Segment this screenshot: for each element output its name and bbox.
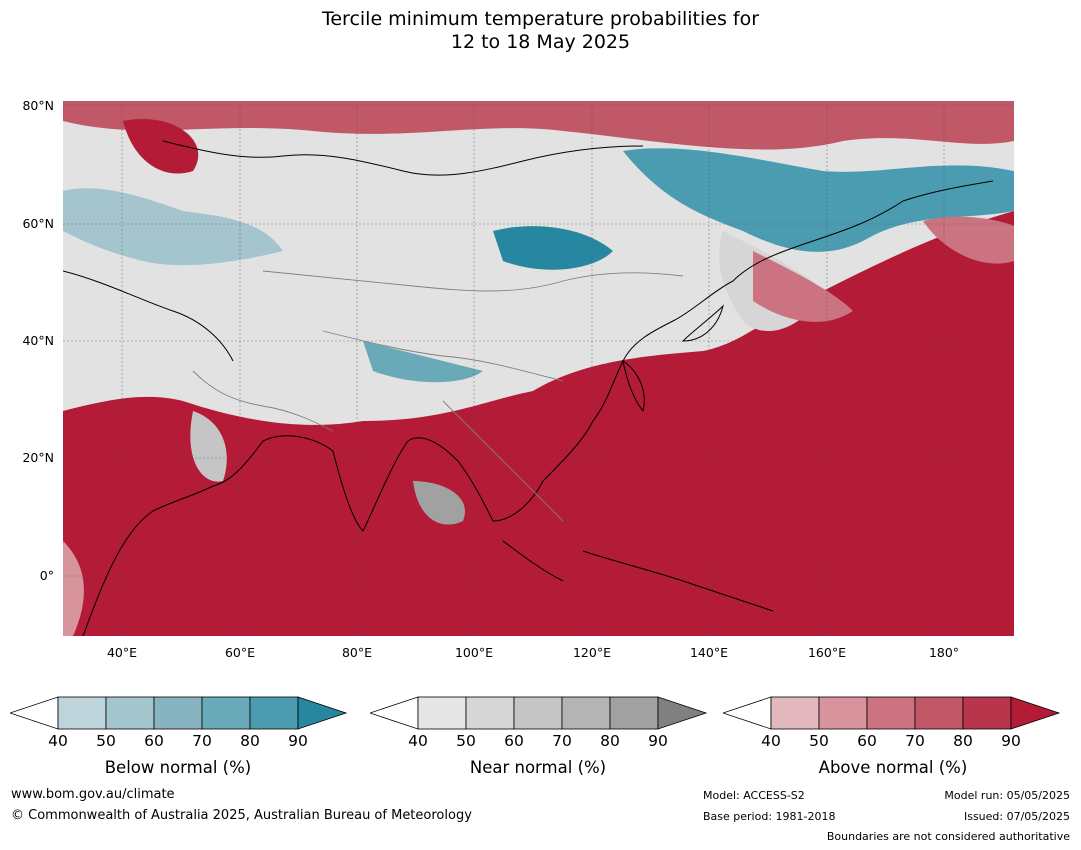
lon-label-100e: 100°E (454, 645, 493, 660)
colorbar-segment (657, 696, 708, 730)
lat-label-20n: 20°N (22, 450, 54, 465)
colorbar-near-normal: 40 50 60 70 80 90 Near normal (%) (370, 694, 710, 784)
lon-label-160e: 160°E (807, 645, 846, 660)
title-line-1: Tercile minimum temperature probabilitie… (321, 8, 760, 30)
below-normal-central (493, 226, 613, 270)
lon-label-140e: 140°E (689, 645, 728, 660)
disclaimer-text: Boundaries are not considered authoritat… (826, 830, 1070, 843)
colorbar-segment (770, 696, 820, 730)
lat-label-60n: 60°N (22, 216, 54, 231)
below-tick-60: 60 (144, 732, 164, 750)
below-normal-title: Below normal (%) (104, 758, 252, 777)
colorbar-above-normal: 40 50 60 70 80 90 Above normal (%) (723, 694, 1063, 784)
colorbar-segment (818, 696, 868, 730)
near-tick-60: 60 (504, 732, 524, 750)
bom-climate-link[interactable]: www.bom.gov.au/climate (11, 787, 175, 802)
lon-label-180: 180° (928, 645, 960, 660)
colorbar-segment (297, 696, 348, 730)
colorbar-segment (57, 696, 107, 730)
above-tick-70: 70 (905, 732, 925, 750)
above-normal-scandinavia (123, 119, 199, 174)
near-tick-50: 50 (456, 732, 476, 750)
model-run-text: Model run: 05/05/2025 (944, 789, 1070, 802)
colorbar-segment (914, 696, 964, 730)
lon-label-80e: 80°E (341, 645, 373, 660)
probability-map (63, 101, 1014, 636)
above-tick-80: 80 (953, 732, 973, 750)
below-tick-90: 90 (288, 732, 308, 750)
colorbar-above-svg (723, 696, 1061, 730)
above-tick-50: 50 (809, 732, 829, 750)
near-tick-80: 80 (600, 732, 620, 750)
colorbar-segment (513, 696, 563, 730)
near-normal-title: Near normal (%) (469, 758, 607, 777)
colorbar-segment (417, 696, 467, 730)
colorbar-segment (153, 696, 203, 730)
colorbar-segment (249, 696, 299, 730)
below-tick-40: 40 (48, 732, 68, 750)
model-text: Model: ACCESS-S2 (703, 789, 805, 802)
above-normal-africa-coast (63, 541, 84, 636)
map-svg (63, 101, 1014, 636)
near-normal-indochina (413, 481, 465, 525)
above-normal-north (63, 101, 1014, 150)
below-tick-50: 50 (96, 732, 116, 750)
below-normal-tibet (363, 341, 483, 383)
near-normal-arabia (190, 411, 227, 482)
lon-label-40e: 40°E (106, 645, 138, 660)
lat-label-40n: 40°N (22, 333, 54, 348)
near-tick-70: 70 (552, 732, 572, 750)
colorbar-segment (105, 696, 155, 730)
above-normal-title: Above normal (%) (818, 758, 968, 777)
near-tick-90: 90 (648, 732, 668, 750)
above-tick-60: 60 (857, 732, 877, 750)
above-tick-90: 90 (1001, 732, 1021, 750)
colorbar-segment (962, 696, 1012, 730)
title-line-2: 12 to 18 May 2025 (450, 31, 631, 53)
near-tick-40: 40 (408, 732, 428, 750)
lat-label-0: 0° (39, 568, 54, 583)
map-title: Tercile minimum temperature probabilitie… (0, 8, 1081, 54)
below-tick-80: 80 (240, 732, 260, 750)
below-normal-west (63, 188, 283, 266)
colorbar-below-normal: 40 50 60 70 80 90 Below normal (%) (10, 694, 350, 784)
lat-label-80n: 80°N (22, 98, 54, 113)
above-normal-kamchatka (753, 251, 853, 322)
above-normal-pacific-north (923, 216, 1014, 264)
colorbar-segment (561, 696, 611, 730)
colorbar-segment (609, 696, 659, 730)
colorbar-near-svg (370, 696, 708, 730)
colorbar-below-svg (10, 696, 348, 730)
lon-label-60e: 60°E (224, 645, 256, 660)
above-tick-40: 40 (761, 732, 781, 750)
below-normal-siberia (623, 148, 1014, 252)
boundaries (192, 270, 684, 522)
lon-label-120e: 120°E (572, 645, 611, 660)
colorbar-segment (1010, 696, 1061, 730)
copyright-text: © Commonwealth of Australia 2025, Austra… (11, 808, 472, 823)
colorbar-segment (866, 696, 916, 730)
issued-text: Issued: 07/05/2025 (963, 810, 1070, 823)
colorbar-segment (201, 696, 251, 730)
base-period-text: Base period: 1981-2018 (703, 810, 836, 823)
below-tick-70: 70 (192, 732, 212, 750)
colorbar-segment (465, 696, 515, 730)
coastlines (63, 140, 994, 636)
